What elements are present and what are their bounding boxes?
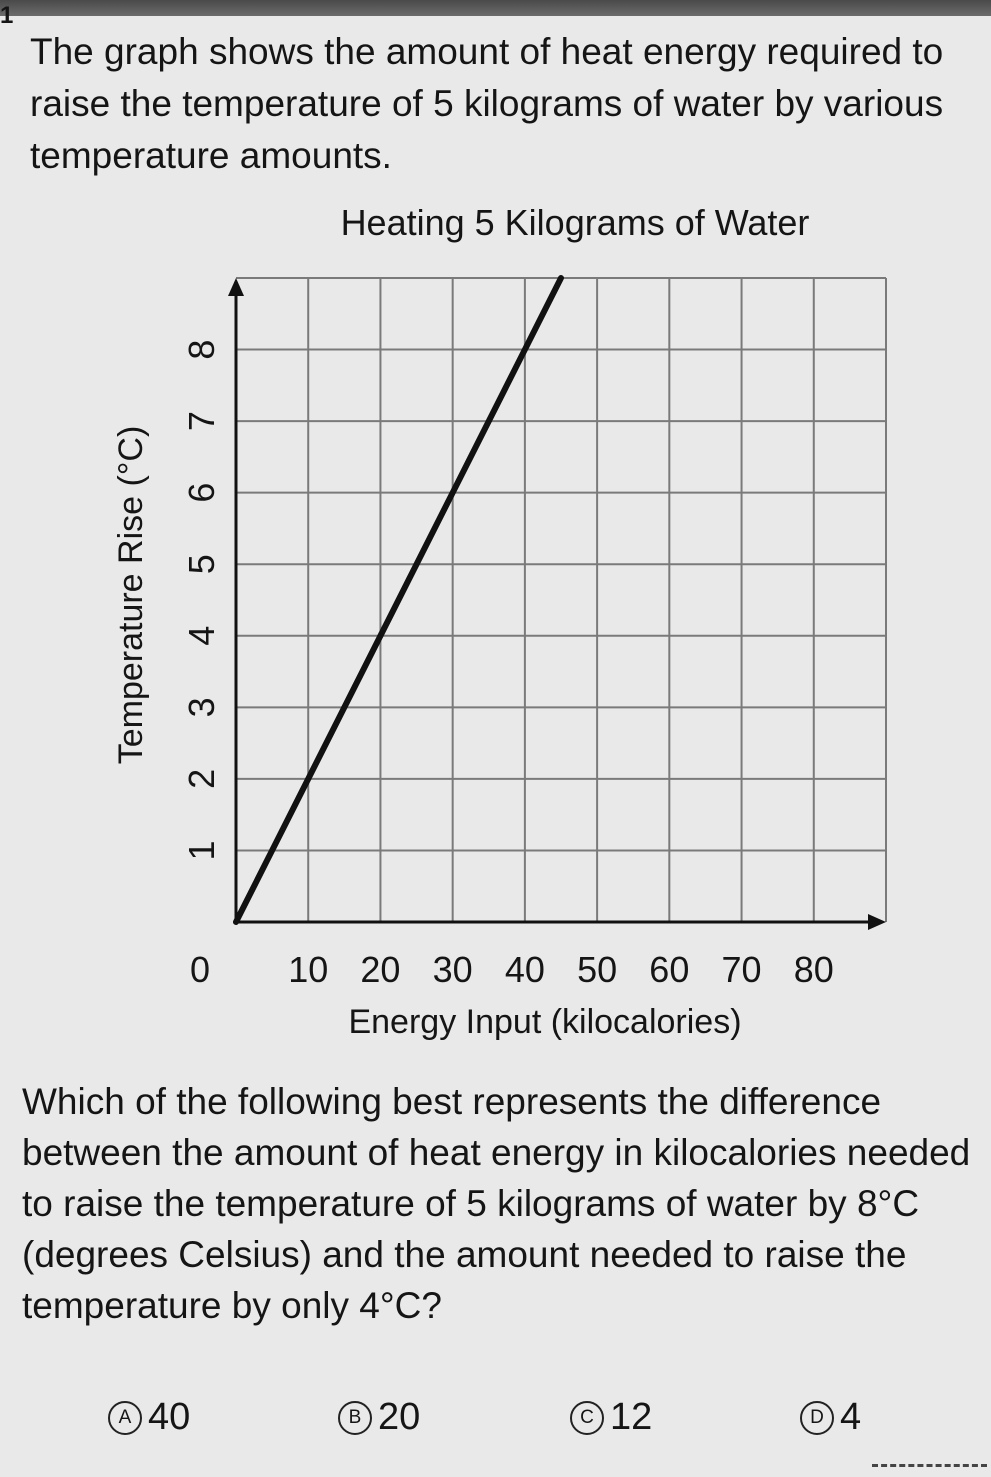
intro-text: The graph shows the amount of heat energ… bbox=[30, 31, 944, 176]
x-tick-label: 40 bbox=[505, 949, 545, 990]
chart-series bbox=[233, 275, 564, 925]
choice-c-bubble[interactable]: C bbox=[570, 1400, 604, 1435]
x-tick-label: 0 bbox=[190, 949, 210, 990]
y-tick-label: 5 bbox=[181, 554, 222, 574]
y-tick-label: 6 bbox=[181, 483, 222, 503]
y-tick-label: 3 bbox=[181, 697, 222, 717]
series-line bbox=[233, 275, 564, 925]
y-axis-label: Temperature Rise (°C) bbox=[112, 426, 150, 765]
y-tick-label: 2 bbox=[181, 769, 222, 789]
x-tick-label: 20 bbox=[360, 949, 400, 990]
question-number: 1 bbox=[0, 2, 14, 29]
choice-d[interactable]: D 4 bbox=[800, 1396, 861, 1439]
y-tick-label: 8 bbox=[181, 340, 222, 360]
choice-d-bubble[interactable]: D bbox=[800, 1400, 834, 1435]
x-tick-label: 80 bbox=[794, 949, 834, 990]
choice-a-value: 40 bbox=[148, 1396, 191, 1438]
x-tick-label: 10 bbox=[288, 949, 328, 990]
top-bar bbox=[0, 0, 991, 16]
y-axis-arrow-icon bbox=[228, 278, 244, 296]
x-axis-arrow-icon bbox=[868, 914, 886, 930]
chart-tick-labels: 0 10 20 30 40 50 60 70 80 1 2 3 4 5 6 7 8 bbox=[181, 340, 834, 990]
question-text: Which of the following best represents t… bbox=[22, 1081, 971, 1326]
y-tick-label: 1 bbox=[181, 840, 222, 860]
choice-b-bubble[interactable]: B bbox=[338, 1400, 372, 1435]
answer-blank-line bbox=[872, 1464, 987, 1467]
chart-axes bbox=[228, 278, 886, 930]
choice-b[interactable]: B 20 bbox=[338, 1396, 420, 1439]
choice-b-value: 20 bbox=[378, 1396, 421, 1438]
x-tick-label: 50 bbox=[577, 949, 617, 990]
choice-a-bubble[interactable]: A bbox=[108, 1400, 142, 1435]
choice-a[interactable]: A 40 bbox=[108, 1396, 190, 1439]
x-tick-label: 70 bbox=[722, 949, 762, 990]
x-axis-label: Energy Input (kilocalories) bbox=[348, 1003, 741, 1041]
chart-grid bbox=[236, 277, 887, 922]
x-tick-label: 30 bbox=[433, 949, 473, 990]
choice-c-value: 12 bbox=[610, 1396, 653, 1438]
x-tick-label: 60 bbox=[649, 949, 689, 990]
choice-c[interactable]: C 12 bbox=[570, 1396, 652, 1439]
y-tick-label: 4 bbox=[181, 626, 222, 646]
line-chart: 0 10 20 30 40 50 60 70 80 1 2 3 4 5 6 7 8 Energy Input (… bbox=[112, 275, 887, 1041]
choice-d-value: 4 bbox=[840, 1396, 862, 1438]
chart-title: Heating 5 Kilograms of Water bbox=[340, 202, 810, 243]
y-tick-label: 7 bbox=[181, 411, 222, 431]
